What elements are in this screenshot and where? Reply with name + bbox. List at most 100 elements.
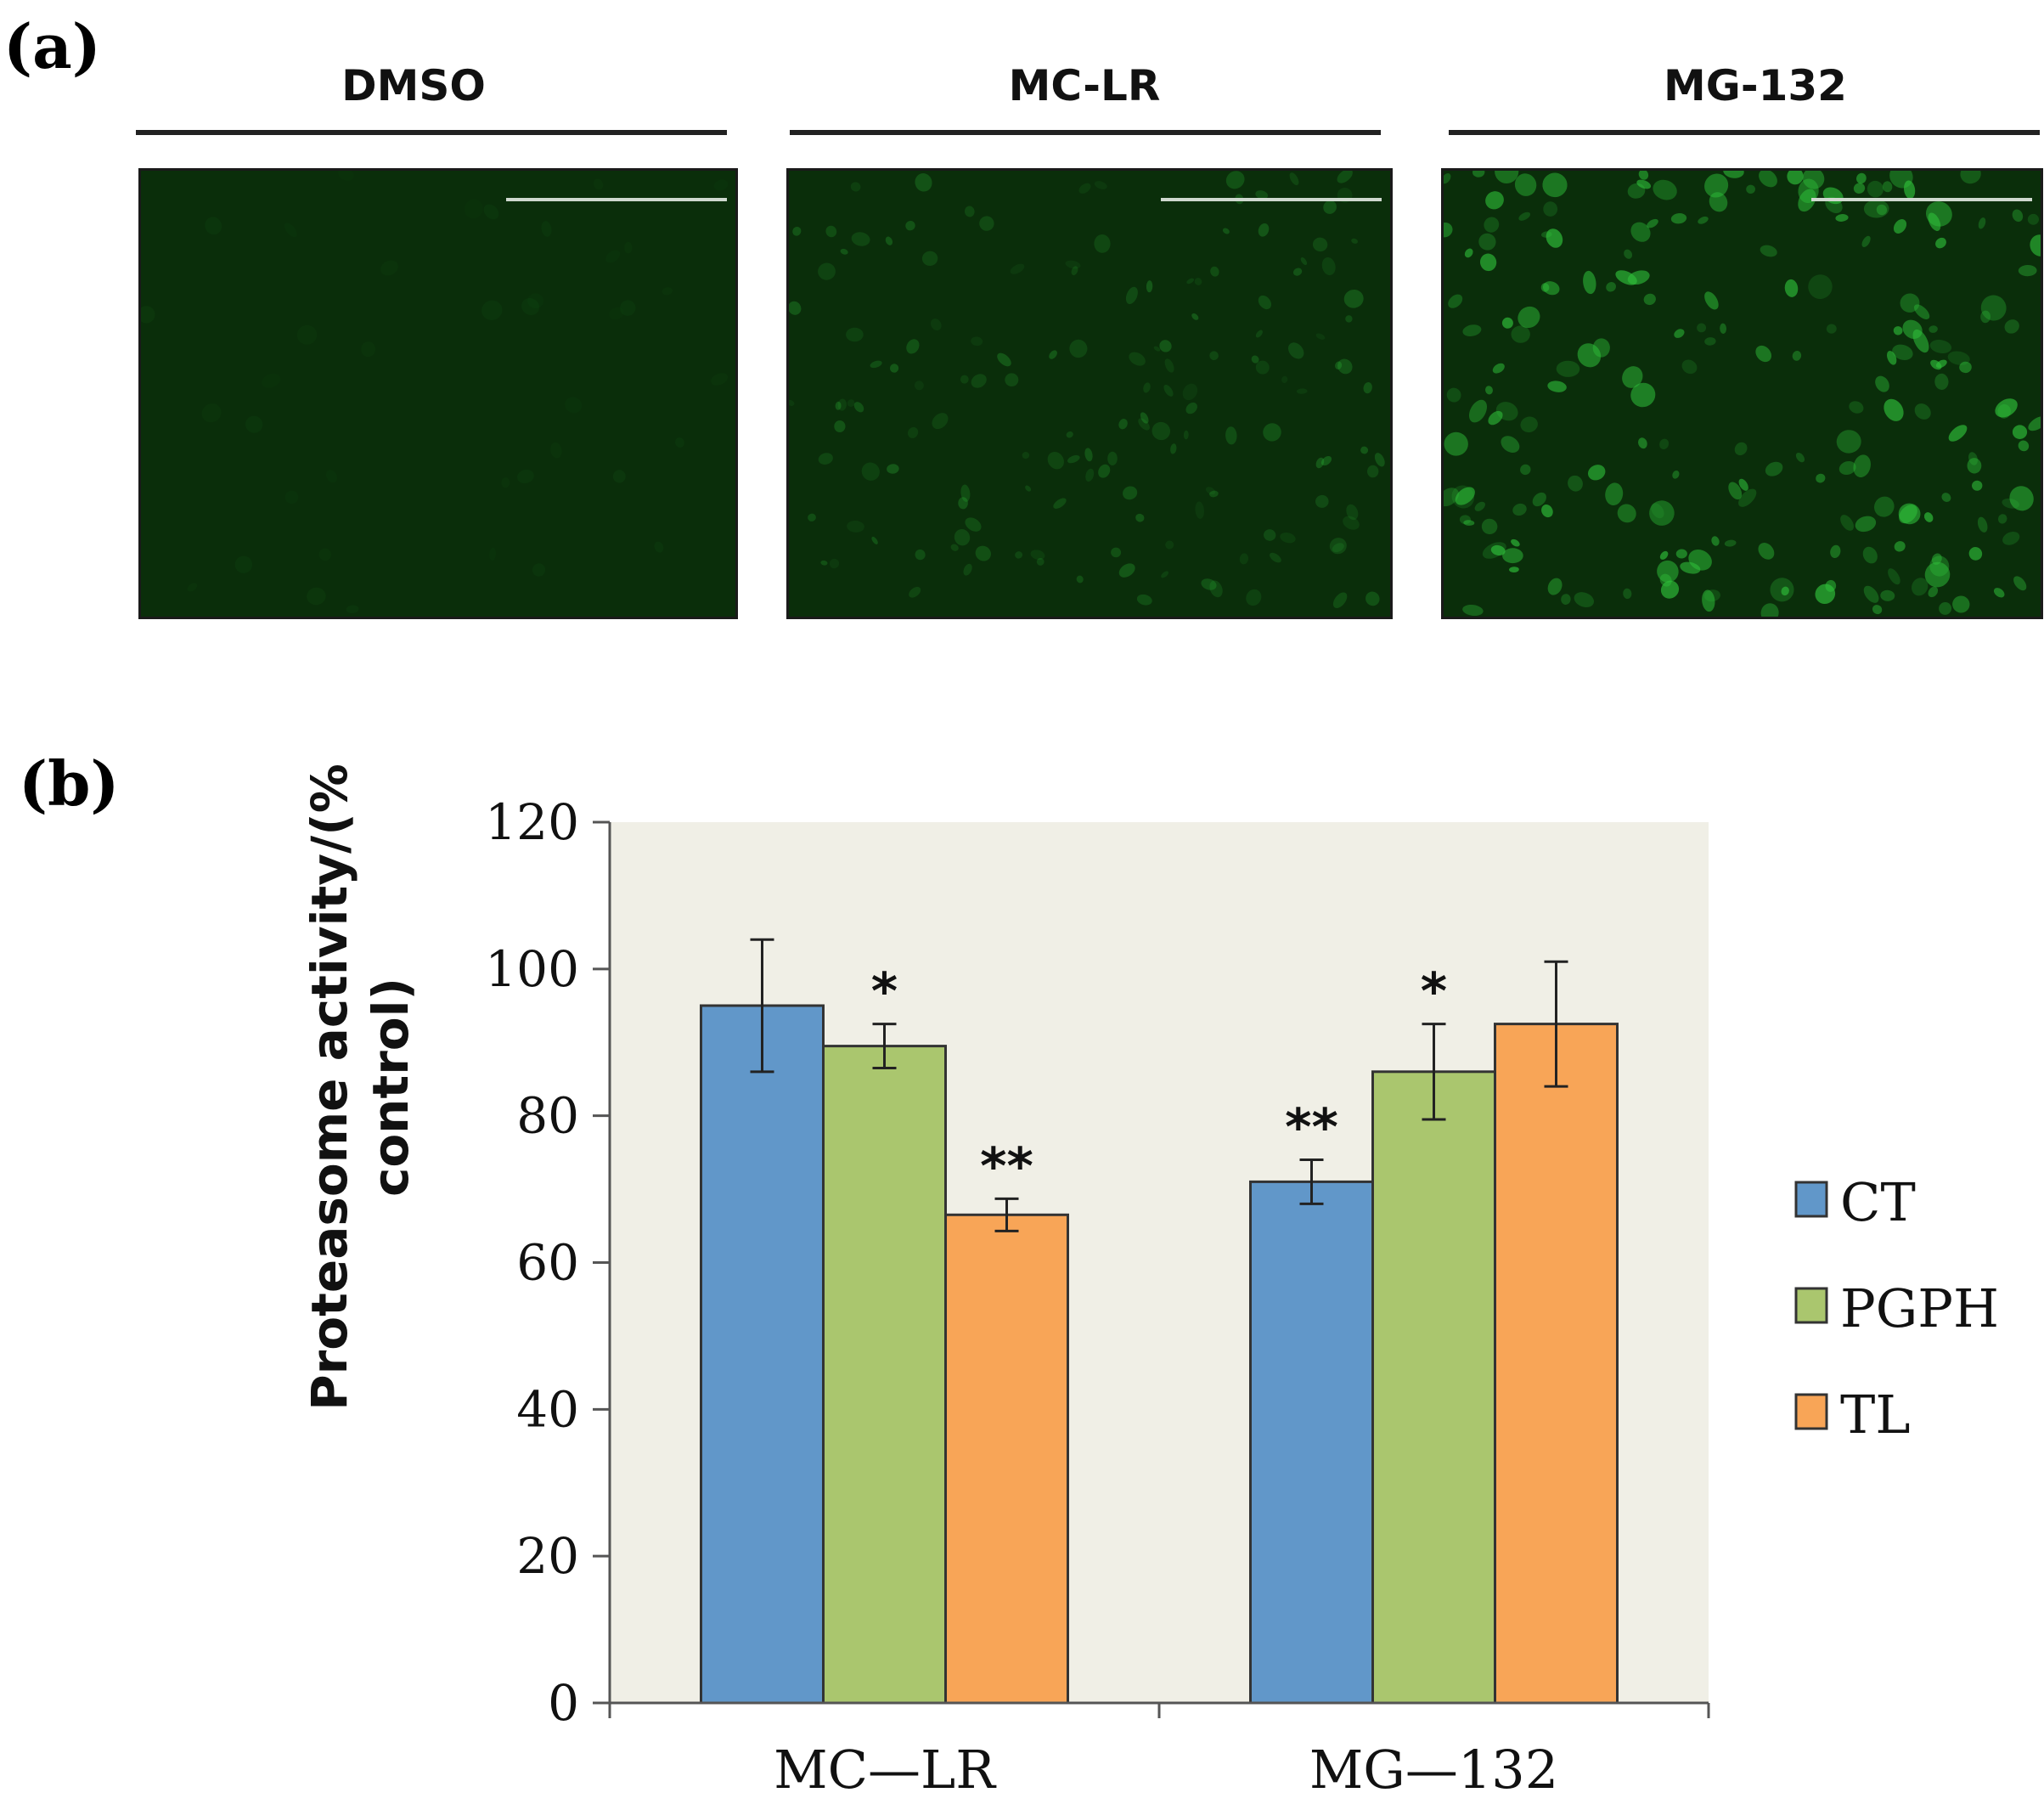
- cell: [1239, 553, 1249, 565]
- cell: [1514, 173, 1537, 196]
- cell: [1321, 257, 1336, 276]
- cell: [850, 182, 861, 192]
- cell: [1047, 451, 1064, 470]
- cell: [1784, 279, 1799, 297]
- cell: [1863, 199, 1889, 218]
- cell: [1617, 504, 1636, 523]
- cell: [1657, 560, 1679, 583]
- cell: [1129, 352, 1146, 366]
- cell: [847, 520, 864, 533]
- cell: [1630, 222, 1651, 242]
- cell: [141, 306, 155, 324]
- cell: [1512, 503, 1527, 516]
- cell: [1337, 358, 1353, 375]
- cell: [1556, 360, 1580, 377]
- cell: [1928, 586, 1939, 598]
- cell: [1343, 289, 1364, 308]
- cell: [1882, 181, 1893, 193]
- cell: [1711, 536, 1720, 546]
- cell: [1296, 388, 1308, 394]
- cell: [1485, 386, 1493, 395]
- cell: [907, 426, 919, 438]
- cell: [1653, 179, 1677, 200]
- cell: [1703, 589, 1720, 602]
- cell: [1479, 253, 1497, 272]
- cell: [1758, 543, 1775, 560]
- cell: [1280, 533, 1296, 544]
- cell: [318, 548, 332, 561]
- cell: [1738, 488, 1757, 507]
- cell: [1887, 351, 1897, 365]
- cell: [1451, 485, 1475, 509]
- cell: [1123, 486, 1138, 500]
- cell: [885, 236, 893, 245]
- y-tick-label: 40: [516, 1380, 579, 1438]
- cell: [1049, 350, 1057, 359]
- cell: [1755, 345, 1772, 363]
- category-label-1: MG—132: [1309, 1739, 1558, 1801]
- cell: [1186, 278, 1195, 285]
- cell: [1135, 513, 1145, 522]
- bar-tl-0: [944, 1213, 1069, 1705]
- cell: [1287, 342, 1304, 359]
- cell: [1468, 399, 1488, 423]
- condition-line-dmso: [136, 130, 727, 135]
- cell: [960, 375, 969, 384]
- cell: [1182, 383, 1198, 401]
- cell: [1518, 211, 1531, 221]
- cell: [1138, 418, 1150, 431]
- cell: [837, 398, 847, 411]
- cell: [958, 497, 968, 510]
- cell: [1209, 490, 1219, 498]
- cell: [1894, 541, 1906, 552]
- cell: [1481, 518, 1498, 535]
- cell: [915, 549, 926, 561]
- cell: [1765, 461, 1783, 476]
- cell: [1209, 351, 1219, 361]
- cell: [296, 324, 318, 345]
- condition-title-mg132: MG-132: [1664, 61, 1847, 110]
- cell: [1912, 578, 1929, 596]
- cell: [234, 555, 253, 573]
- cell: [1532, 492, 1546, 507]
- cell: [346, 605, 359, 614]
- legend-swatch-tl: [1794, 1393, 1828, 1430]
- cell: [1867, 180, 1884, 198]
- cell: [1490, 544, 1506, 556]
- cell: [1246, 589, 1262, 606]
- category-label-0: MC—LR: [774, 1739, 997, 1801]
- cell: [914, 381, 924, 391]
- cell: [1541, 231, 1552, 238]
- cell: [889, 364, 899, 373]
- bar-ct-0: [700, 1004, 825, 1705]
- cell: [1861, 235, 1871, 247]
- cell: [1281, 375, 1288, 384]
- cell: [245, 415, 263, 433]
- cell: [201, 403, 222, 423]
- cell: [654, 541, 664, 553]
- cell: [1875, 375, 1889, 392]
- cell: [1723, 171, 1744, 178]
- cell: [1903, 180, 1916, 200]
- cell: [954, 528, 971, 546]
- cell: [532, 563, 546, 577]
- cell: [1094, 181, 1107, 189]
- cell: [1209, 580, 1223, 598]
- cell: [1363, 381, 1372, 394]
- cell: [870, 360, 882, 369]
- cell: [1913, 304, 1930, 319]
- cell: [847, 399, 855, 407]
- cell: [1094, 234, 1111, 253]
- cell: [620, 300, 636, 316]
- cell: [1561, 594, 1571, 605]
- cell: [789, 301, 802, 315]
- bar-tl-1: [1494, 1023, 1619, 1705]
- cell: [1464, 248, 1473, 258]
- cell: [2018, 264, 2037, 277]
- cell: [1672, 470, 1680, 479]
- cell: [1030, 550, 1045, 561]
- cell: [1939, 601, 1952, 615]
- cell: [1509, 567, 1519, 573]
- cell: [1098, 464, 1111, 478]
- cell: [1270, 552, 1281, 563]
